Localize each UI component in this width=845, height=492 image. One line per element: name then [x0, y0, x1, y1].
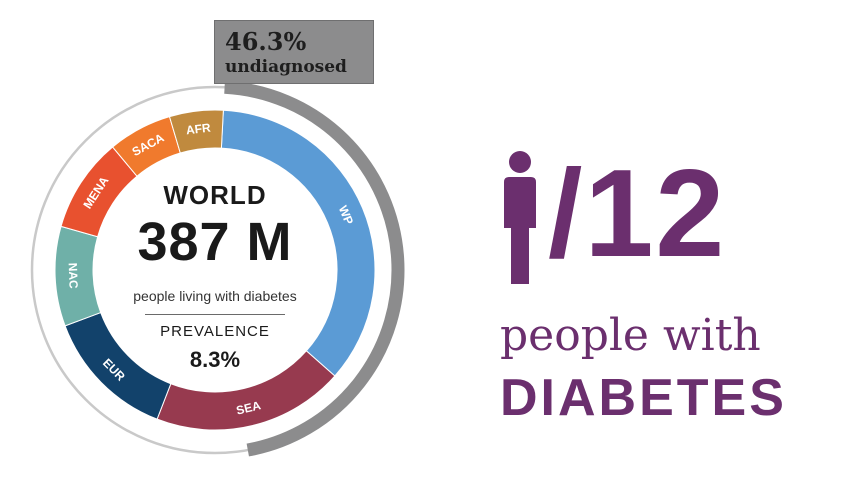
people-with-text: people with [500, 310, 761, 361]
undiagnosed-label: undiagnosed [225, 57, 347, 77]
ratio-text: /12 [548, 145, 727, 283]
segment-label-nac: NAC [66, 262, 81, 289]
person-icon [504, 151, 536, 284]
diabetes-text: DIABETES [500, 369, 787, 427]
region-title: WORLD [163, 180, 267, 210]
undiagnosed-arc [224, 80, 405, 457]
donut-segments [54, 109, 376, 431]
total-subtitle: people living with diabetes [133, 288, 297, 304]
segment-label-afr: AFR [185, 121, 211, 138]
outer-ring [30, 80, 405, 457]
undiagnosed-callout: 46.3% undiagnosed [214, 20, 374, 84]
undiagnosed-percent: 46.3% [225, 27, 307, 56]
total-people: 387 M [137, 212, 293, 272]
segment-label-sea: SEA [235, 398, 263, 418]
prevalence-label: PREVALENCE [160, 323, 270, 340]
prevalence-value: 8.3% [189, 347, 241, 372]
segment-afr [168, 109, 224, 154]
segment-wp [220, 109, 376, 377]
center-divider [145, 314, 285, 315]
segment-label-wp: WP [336, 203, 356, 226]
